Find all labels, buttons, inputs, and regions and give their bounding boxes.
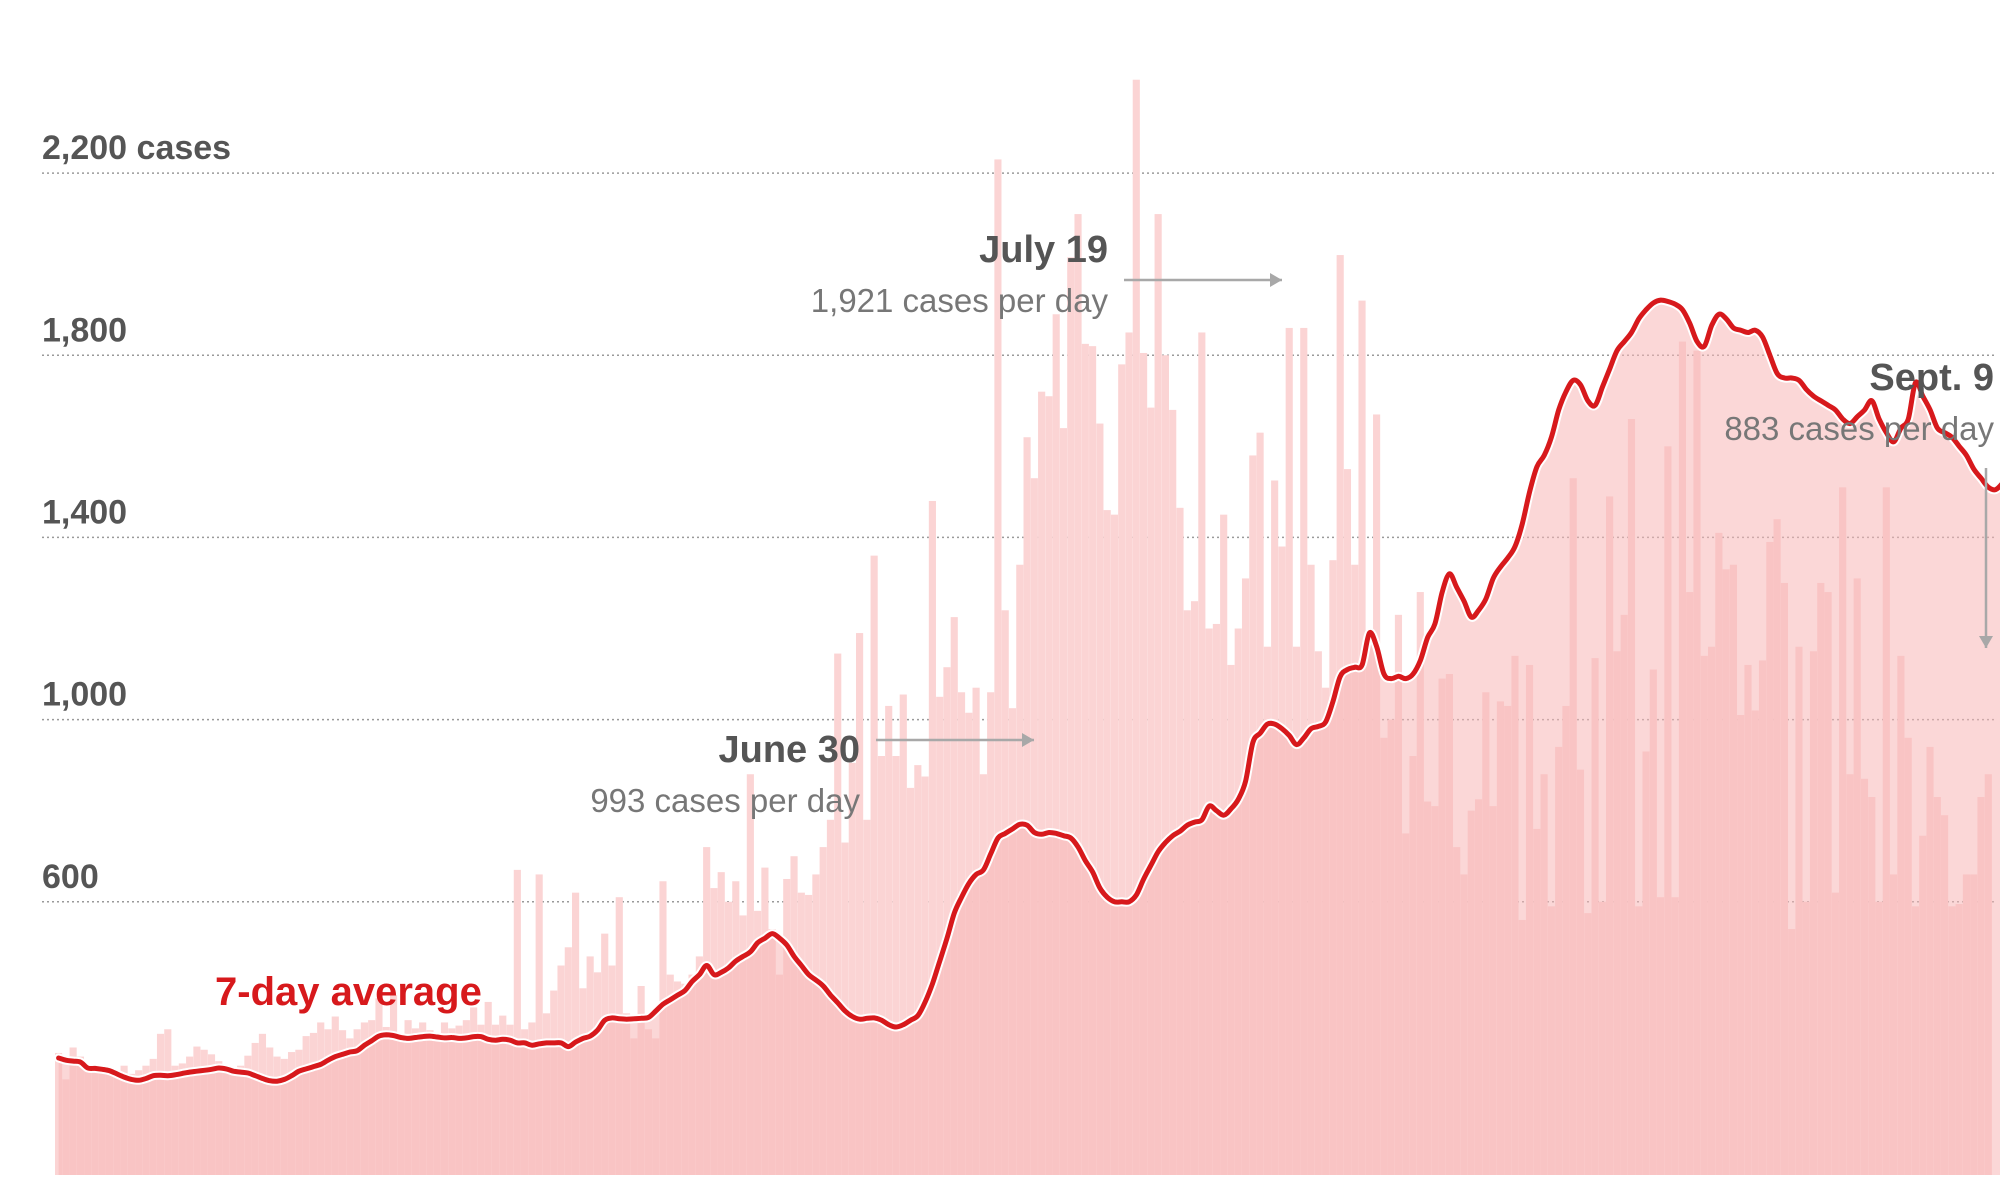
- daily-bar: [885, 705, 893, 1175]
- daily-bar: [856, 633, 864, 1175]
- daily-bar: [1103, 510, 1111, 1175]
- daily-bar: [572, 892, 580, 1175]
- daily-bar: [1067, 257, 1075, 1175]
- daily-bar: [994, 159, 1002, 1175]
- annotation: July 19 1,921 cases per day: [811, 229, 1282, 319]
- annotation-title: July 19: [979, 229, 1108, 271]
- daily-bar: [899, 694, 907, 1175]
- daily-bar: [1140, 352, 1148, 1176]
- daily-bar: [928, 500, 936, 1175]
- average-area: [58, 300, 2000, 1175]
- daily-bar: [1045, 396, 1053, 1175]
- series-label-group: 7-day average: [215, 970, 482, 1014]
- annotation: June 30 993 cases per day: [590, 729, 1034, 819]
- daily-bar: [906, 787, 915, 1175]
- daily-bar: [1038, 391, 1046, 1175]
- arrow-head: [1022, 733, 1034, 747]
- daily-bar: [892, 756, 900, 1175]
- daily-bar: [921, 776, 929, 1175]
- daily-bar: [1052, 314, 1060, 1175]
- y-axis-ticks: 600 1,000 1,400 1,800 2,200 cases: [42, 129, 231, 896]
- average-line: [56, 297, 2000, 1084]
- average-area-fill: [58, 300, 2000, 1175]
- y-tick-label: 1,000: [42, 676, 127, 714]
- daily-bar: [1059, 428, 1068, 1175]
- arrow-head: [1270, 273, 1282, 287]
- daily-bar: [870, 555, 878, 1175]
- daily-bar: [914, 765, 922, 1175]
- daily-bar: [1096, 423, 1104, 1175]
- annotation-title: June 30: [718, 729, 860, 771]
- daily-bar: [513, 869, 521, 1175]
- daily-bar: [1147, 407, 1155, 1175]
- y-tick-label: 1,800: [42, 311, 127, 349]
- daily-bar: [1089, 346, 1097, 1175]
- daily-bar: [1198, 332, 1206, 1176]
- daily-bar: [1161, 355, 1169, 1175]
- series-label-7-day-average: 7-day average: [215, 970, 482, 1014]
- daily-bar: [1154, 214, 1162, 1176]
- daily-bar: [535, 874, 543, 1175]
- daily-bar: [1169, 409, 1177, 1175]
- daily-bar: [1074, 214, 1082, 1176]
- daily-bar: [877, 756, 885, 1175]
- daily-bar: [950, 617, 958, 1175]
- annotation-subtitle: 993 cases per day: [590, 782, 860, 819]
- average-line-group: [54, 295, 2000, 1086]
- annotation-title: Sept. 9: [1869, 357, 1994, 399]
- annotation-subtitle: 883 cases per day: [1724, 410, 1994, 447]
- annotation-subtitle: 1,921 cases per day: [811, 282, 1109, 319]
- arrow-head: [1979, 636, 1993, 648]
- daily-bar: [936, 696, 944, 1175]
- daily-bar: [863, 819, 871, 1175]
- y-tick-label: 600: [42, 858, 99, 896]
- daily-bar: [55, 1052, 63, 1175]
- daily-bar: [1125, 332, 1133, 1176]
- daily-bar: [848, 762, 856, 1175]
- daily-bar: [1110, 514, 1119, 1175]
- daily-bar: [1132, 79, 1140, 1176]
- y-tick-label: 1,400: [42, 493, 127, 531]
- annotations: July 19 1,921 cases per day June 30 993 cas…: [590, 229, 1994, 819]
- daily-bar: [943, 667, 951, 1175]
- daily-bar: [1023, 437, 1031, 1176]
- daily-bar: [834, 653, 842, 1175]
- daily-bar: [1118, 364, 1126, 1175]
- y-tick-label: 2,200 cases: [42, 129, 231, 167]
- daily-bar: [1081, 343, 1089, 1175]
- annotation: Sept. 9 883 cases per day: [1724, 357, 1995, 648]
